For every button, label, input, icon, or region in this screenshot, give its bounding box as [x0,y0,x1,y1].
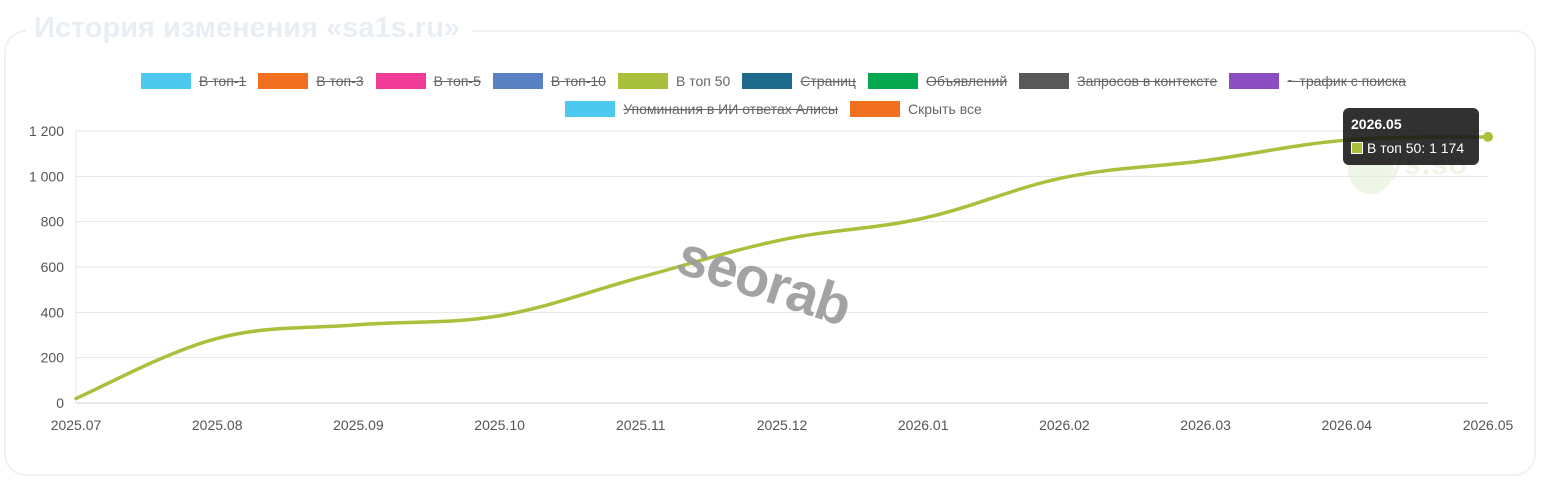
legend-label: Упоминания в ИИ ответах Алисы [623,101,839,117]
legend-item[interactable]: Объявлений [867,73,1008,89]
y-tick-label: 1 200 [29,123,64,139]
y-tick-label: 600 [41,259,65,275]
y-tick-label: 200 [41,350,65,366]
legend-label: Объявлений [925,73,1008,89]
legend-item[interactable]: В топ-10 [492,73,606,89]
legend-swatch [867,73,918,89]
y-tick-label: 800 [41,214,65,230]
legend-item[interactable]: Запросов в контексте [1019,73,1217,89]
legend-item[interactable]: Упоминания в ИИ ответах Алисы [565,101,838,117]
page-title: История изменения «sa1s.ru» [26,10,472,46]
legend-item[interactable]: В топ-3 [258,73,364,89]
tooltip-series-swatch [1351,142,1363,154]
series-point-highlight [1483,131,1493,142]
legend-row-1: В топ-1 В топ-3 В топ-5 В топ-10 В топ 50 Стр… [0,73,1547,89]
series-line [74,135,1490,401]
legend-swatch [565,101,616,117]
legend-swatch [850,101,901,117]
x-tick-label: 2025.09 [333,417,384,433]
legend-item[interactable]: В топ 50 [617,73,731,89]
x-tick-label: 2026.02 [1039,417,1090,433]
y-tick-label: 1 000 [29,168,64,184]
x-tick-label: 2025.10 [474,417,525,433]
legend-item[interactable]: Скрыть все [850,101,982,117]
legend-swatch [375,73,426,89]
legend-label: ~ трафик с поиска [1287,73,1407,89]
legend-swatch [1229,73,1280,89]
legend-swatch [492,73,543,89]
tooltip-row: В топ 50: 1 174 [1351,140,1471,156]
legend-swatch [617,73,668,89]
legend-label: В топ-3 [316,73,364,89]
x-tick-label: 2025.07 [51,417,102,433]
legend-swatch [258,73,309,89]
tooltip-title: 2026.05 [1351,116,1402,132]
legend-label: В топ-1 [198,73,247,89]
x-tick-label: 2026.03 [1180,417,1231,433]
x-tick-label: 2026.04 [1321,417,1372,433]
tooltip-value: В топ 50: 1 174 [1367,140,1465,156]
legend-row-2: Упоминания в ИИ ответах Алисы Скрыть все [0,101,1547,117]
legend-swatch [742,73,793,89]
x-tick-label: 2025.12 [757,417,808,433]
legend-swatch [1019,73,1070,89]
x-tick-label: 2026.05 [1463,417,1514,433]
chart-card [4,30,1536,476]
legend-label: В топ-10 [550,73,606,89]
legend-label: Запросов в контексте [1077,73,1218,89]
y-tick-label: 400 [41,304,65,320]
legend-swatch [140,73,191,89]
legend-label: Скрыть все [908,101,982,117]
x-tick-label: 2025.08 [192,417,243,433]
legend-label: В топ-5 [433,73,481,89]
x-tick-label: 2026.01 [898,417,949,433]
chart-tooltip: 2026.05 В топ 50: 1 174 [1343,108,1479,165]
legend-item[interactable]: В топ-1 [140,73,247,89]
y-tick-label: 0 [56,395,64,411]
legend-item[interactable]: Страниц [742,73,856,89]
x-tick-label: 2025.11 [616,417,666,433]
legend-label: В топ 50 [675,73,731,89]
legend-label: Страниц [800,73,856,89]
legend-item[interactable]: ~ трафик с поиска [1229,73,1406,89]
legend-item[interactable]: В топ-5 [375,73,481,89]
